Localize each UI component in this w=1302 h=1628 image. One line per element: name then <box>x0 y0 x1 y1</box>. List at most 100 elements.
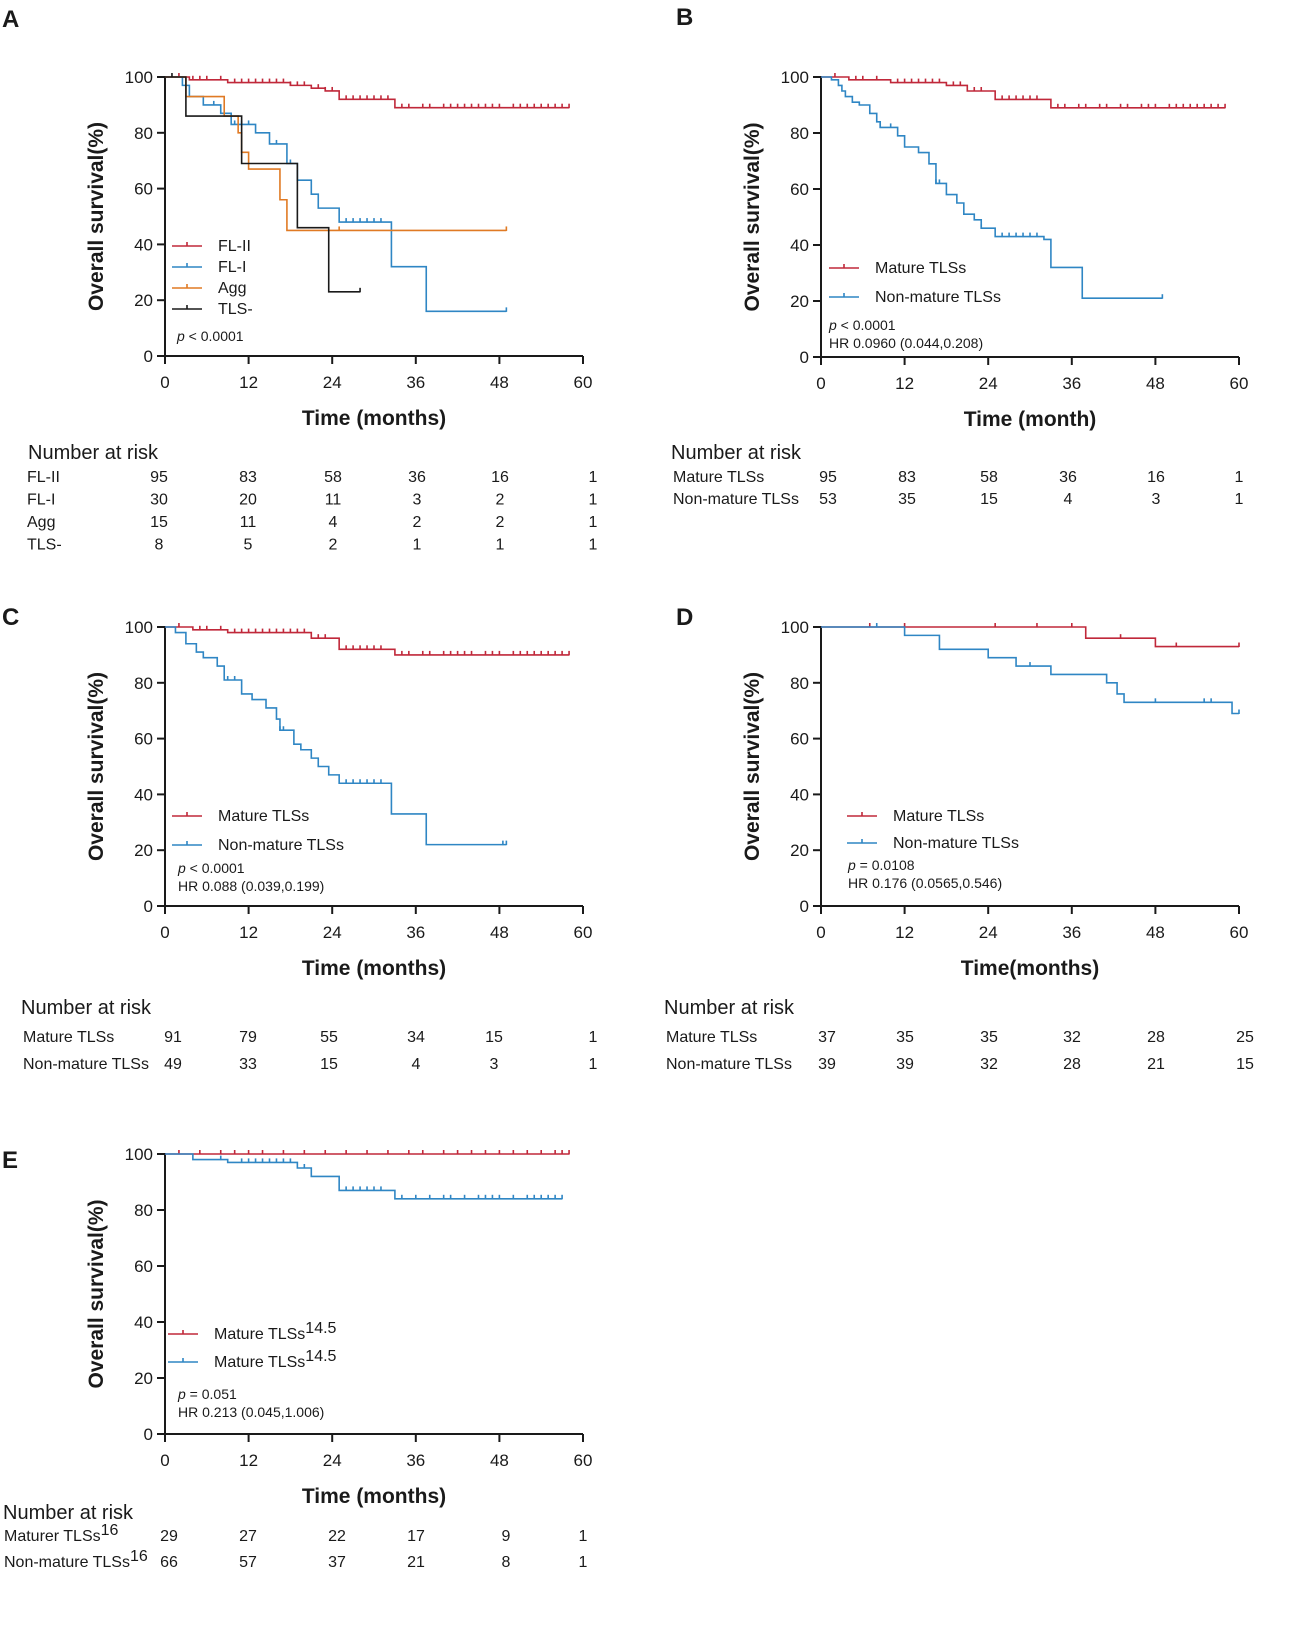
panel-a-risk-row-label-2: Agg16 <box>27 514 55 531</box>
panel-a-y-tick-label: 60 <box>134 180 153 199</box>
panel-e-x-tick-label: 0 <box>160 1451 169 1470</box>
panel-a-risk-cell: 2 <box>496 514 505 531</box>
panel-e-risk-cell: 22 <box>328 1528 346 1545</box>
panel-d-risk-cell: 28 <box>1147 1029 1165 1046</box>
panel-c-x-tick-label: 0 <box>160 923 169 942</box>
panel-c-legend-label-1: Non-mature TLSs15 <box>218 837 344 854</box>
panel-a-x-tick-label: 48 <box>490 373 509 392</box>
panel-c-risk-cell: 33 <box>239 1056 257 1073</box>
panel-a-risk-cell: 83 <box>239 469 257 486</box>
panel-a-x-tick-label: 12 <box>239 373 258 392</box>
panel-c-x-tick-label: 24 <box>323 923 342 942</box>
panel-b-x-tick-label: 48 <box>1146 374 1165 393</box>
panel-e-x-tick-label: 36 <box>406 1451 425 1470</box>
panel-b-y-axis-title: Overall survival(%) <box>741 122 764 311</box>
panel-e-risk-cell: 21 <box>407 1554 425 1571</box>
panel-e-risk-cell: 37 <box>328 1554 346 1571</box>
panel-d-risk-cell: 39 <box>896 1056 914 1073</box>
panel-d-x-tick-label: 12 <box>895 923 914 942</box>
panel-a-risk-cell: 1 <box>496 537 505 554</box>
panel-c-chart: 0 20 40 60 80 100 0 12 24 36 48 60 Overall survival(… <box>21 618 598 1073</box>
panel-e: E 0 20 40 60 80 100 0 12 24 36 48 60 Overall surviva… <box>0 1145 651 1628</box>
panel-d-x-tick-label: 60 <box>1230 923 1249 942</box>
panel-b-legend-label-0: Mature TLSs15 <box>875 260 966 277</box>
panel-e-y-tick-label: 80 <box>134 1201 153 1220</box>
panel-a-y-axis-title: Overall survival(%) <box>85 122 108 311</box>
panel-d-y-tick-label: 60 <box>790 730 809 749</box>
panel-e-y-axis-title: Overall survival(%) <box>85 1199 108 1388</box>
panel-d: D 0 20 40 60 80 100 0 12 24 36 48 60 Overall surviva… <box>651 600 1302 1120</box>
panel-b-y-tick-label: 80 <box>790 124 809 143</box>
panel-a-risk-cell: 8 <box>155 537 164 554</box>
panel-b-x-axis-title: Time (month) <box>964 408 1097 431</box>
panel-e-y-tick-label: 100 <box>125 1145 153 1164</box>
panel-d-x-tick-label: 36 <box>1062 923 1081 942</box>
panel-e-risk-row-label-0: Maturer TLSs16 <box>4 1522 119 1545</box>
panel-e-series-1-line <box>165 1153 563 1200</box>
panel-b-x-tick-label: 36 <box>1062 374 1081 393</box>
panel-a-risk-row-label-3: TLS-16 <box>27 537 62 554</box>
panel-b-stat-1: HR 0.0960 (0.044,0.208) <box>829 335 983 351</box>
panel-a-risk-row-label-0: FL-II16 <box>27 469 60 486</box>
panel-b-risk-cell: 58 <box>980 469 998 486</box>
panel-a-risk-cell: 11 <box>325 492 342 509</box>
panel-b-risk-row-label-1: Non-mature TLSs16 <box>673 491 799 508</box>
panel-e-risk-cell: 27 <box>239 1528 257 1545</box>
panel-c-x-tick-label: 12 <box>239 923 258 942</box>
panel-a-risk-cell: 2 <box>413 514 422 531</box>
panel-d-risk-cell: 35 <box>896 1029 914 1046</box>
panel-b: B 0 20 40 60 80 100 0 12 24 36 48 60 Overall surviva… <box>651 0 1302 570</box>
panel-b-x-tick-label: 12 <box>895 374 914 393</box>
panel-e-x-axis-title: Time (months) <box>302 1485 446 1508</box>
panel-a-risk-title: Number at risk <box>28 442 159 464</box>
panel-d-risk-cell: 39 <box>818 1056 836 1073</box>
panel-c-stat-0: p < 0.0001 <box>177 860 245 876</box>
panel-d-legend-label-0: Mature TLSs15 <box>893 808 984 825</box>
panel-d-y-tick-label: 0 <box>800 897 809 916</box>
panel-a-risk-cell: 1 <box>589 469 598 486</box>
panel-d-risk-cell: 37 <box>818 1029 836 1046</box>
panel-a-x-tick-label: 24 <box>323 373 342 392</box>
panel-c-risk-cell: 3 <box>490 1056 499 1073</box>
panel-a-stat-0: p < 0.0001 <box>176 328 244 344</box>
panel-e-risk-cell: 29 <box>160 1528 178 1545</box>
panel-b-risk-cell: 36 <box>1059 469 1077 486</box>
panel-a-risk-cell: 1 <box>589 492 598 509</box>
panel-b-series-0-line <box>821 76 1226 109</box>
panel-d-risk-cell: 25 <box>1236 1029 1254 1046</box>
panel-e-risk-row-label-1: Non-mature TLSs16 <box>4 1548 148 1571</box>
panel-e-risk-title: Number at risk <box>3 1502 134 1524</box>
panel-a-x-axis-title: Time (months) <box>302 407 446 430</box>
panel-c-risk-cell: 1 <box>589 1056 598 1073</box>
panel-b-x-tick-label: 0 <box>816 374 825 393</box>
panel-a-risk-cell: 58 <box>324 469 342 486</box>
panel-d-y-tick-label: 40 <box>790 785 809 804</box>
panel-c-y-tick-label: 80 <box>134 674 153 693</box>
panel-a-risk-cell: 5 <box>244 537 253 554</box>
panel-d-y-tick-label: 20 <box>790 841 809 860</box>
panel-a-series-1-line <box>165 76 507 313</box>
panel-e-letter: E <box>2 1147 19 1174</box>
panel-b-legend-label-1: Non-mature TLSs15 <box>875 289 1001 306</box>
panel-b-x-tick-label: 24 <box>979 374 998 393</box>
panel-c-risk-cell: 55 <box>320 1029 338 1046</box>
panel-a-risk-cell: 95 <box>150 469 168 486</box>
panel-a-risk-cell: 20 <box>239 492 257 509</box>
panel-a-risk-cell: 1 <box>413 537 422 554</box>
panel-c-stat-1: HR 0.088 (0.039,0.199) <box>178 878 324 894</box>
panel-b-chart: 0 20 40 60 80 100 0 12 24 36 48 60 Overall survival(… <box>671 68 1248 508</box>
panel-c-risk-cell: 4 <box>412 1056 421 1073</box>
panel-e-x-tick-label: 12 <box>239 1451 258 1470</box>
panel-b-y-tick-label: 20 <box>790 292 809 311</box>
panel-b-risk-cell: 1 <box>1235 469 1244 486</box>
panel-a-risk-cell: 11 <box>240 514 257 531</box>
panel-b-risk-cell: 3 <box>1152 491 1161 508</box>
panel-a-legend-label-0: FL-II14 <box>218 238 251 255</box>
panel-b-risk-cell: 1 <box>1235 491 1244 508</box>
panel-c-y-tick-label: 100 <box>125 618 153 637</box>
panel-a-risk-cell: 36 <box>408 469 426 486</box>
panel-d-risk-row-label-1: Non-mature TLSs16 <box>666 1056 792 1073</box>
panel-b-stat-0: p < 0.0001 <box>828 317 896 333</box>
panel-d-risk-cell: 21 <box>1147 1056 1165 1073</box>
panel-a-y-tick-label: 20 <box>134 291 153 310</box>
